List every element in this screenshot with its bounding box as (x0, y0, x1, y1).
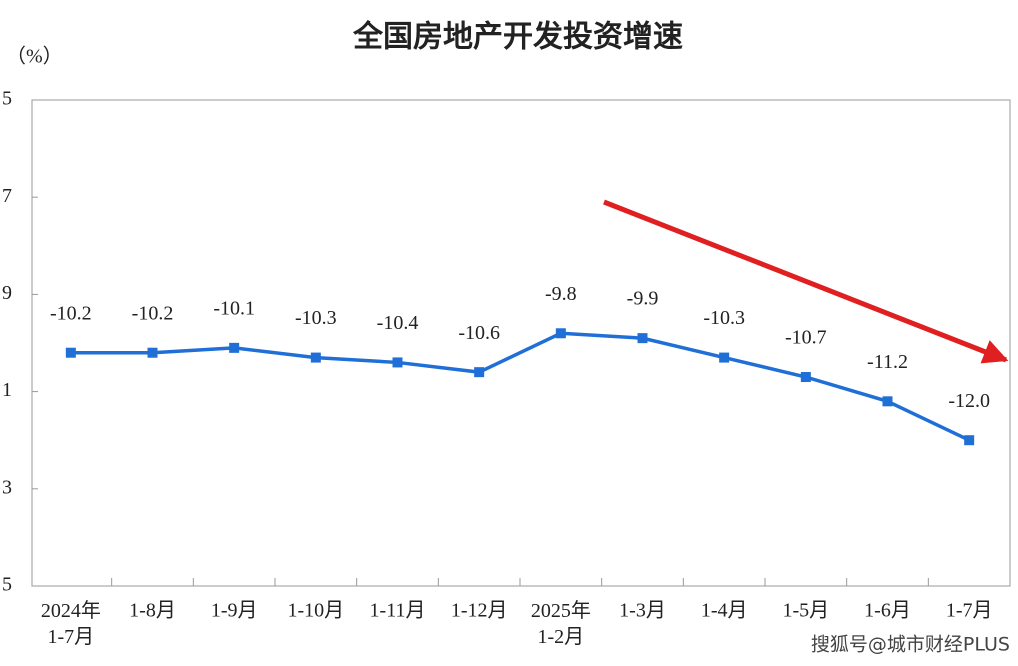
data-label: -10.6 (458, 322, 500, 344)
x-tick-label-line: 2025年 (531, 599, 591, 622)
data-label: -10.3 (295, 307, 337, 329)
x-tick-label: 1-7月 (946, 600, 993, 622)
point (147, 347, 158, 358)
point (637, 333, 648, 344)
data-label: -12.0 (948, 390, 990, 412)
trend-arrow (603, 199, 1009, 364)
watermark: 搜狐号@城市财经PLUS (811, 634, 1010, 656)
x-tick-label: 1-12月 (451, 600, 508, 622)
x-tick-label-line: 2024年 (41, 599, 101, 622)
x-tick-label: 1-9月 (211, 600, 258, 622)
x-tick-label: 1-3月 (619, 600, 666, 622)
x-tick-label: 2024年 1-7月 (41, 599, 101, 648)
point (719, 352, 730, 363)
point (65, 347, 76, 358)
data-label: -10.3 (703, 307, 745, 329)
data-label: -10.4 (377, 312, 419, 334)
data-label: -9.8 (545, 283, 577, 305)
y-tick-label: 1 (2, 379, 12, 401)
data-label: -11.2 (867, 351, 908, 373)
line (70, 331, 970, 442)
x-tick-label: 1-11月 (370, 600, 426, 622)
point (800, 372, 811, 383)
point (392, 357, 403, 368)
x-tick-label: 1-5月 (782, 600, 829, 622)
x-tick-label-line: 1-7月 (47, 626, 94, 648)
x-tick-label: 1-4月 (701, 600, 748, 622)
point (310, 352, 321, 363)
data-label: -10.1 (213, 297, 255, 319)
x-tick-label: 1-10月 (287, 600, 344, 622)
x-tick-label-line: 1-2月 (537, 626, 584, 648)
point (882, 396, 893, 407)
plot-frame (31, 99, 1011, 587)
data-label: -10.7 (785, 327, 827, 349)
x-tick-label: 2025年 1-2月 (531, 599, 591, 648)
chart-title: 全国房地产开发投资增速 (352, 20, 683, 55)
y-tick-label: 9 (2, 282, 12, 304)
y-tick-label: 7 (2, 185, 12, 207)
point (555, 328, 566, 339)
point (964, 435, 975, 446)
data-label: -10.2 (50, 302, 92, 324)
data-label: -9.9 (627, 288, 659, 310)
y-unit: （%） (6, 45, 63, 68)
y-tick-label: 5 (2, 88, 12, 110)
y-tick-label: 5 (2, 574, 12, 596)
point (229, 342, 240, 353)
y-tick-label: 3 (2, 476, 12, 498)
x-tick-label: 1-8月 (129, 600, 176, 622)
data-label: -10.2 (132, 302, 174, 324)
point (474, 367, 485, 378)
x-tick-label: 1-6月 (864, 600, 911, 622)
